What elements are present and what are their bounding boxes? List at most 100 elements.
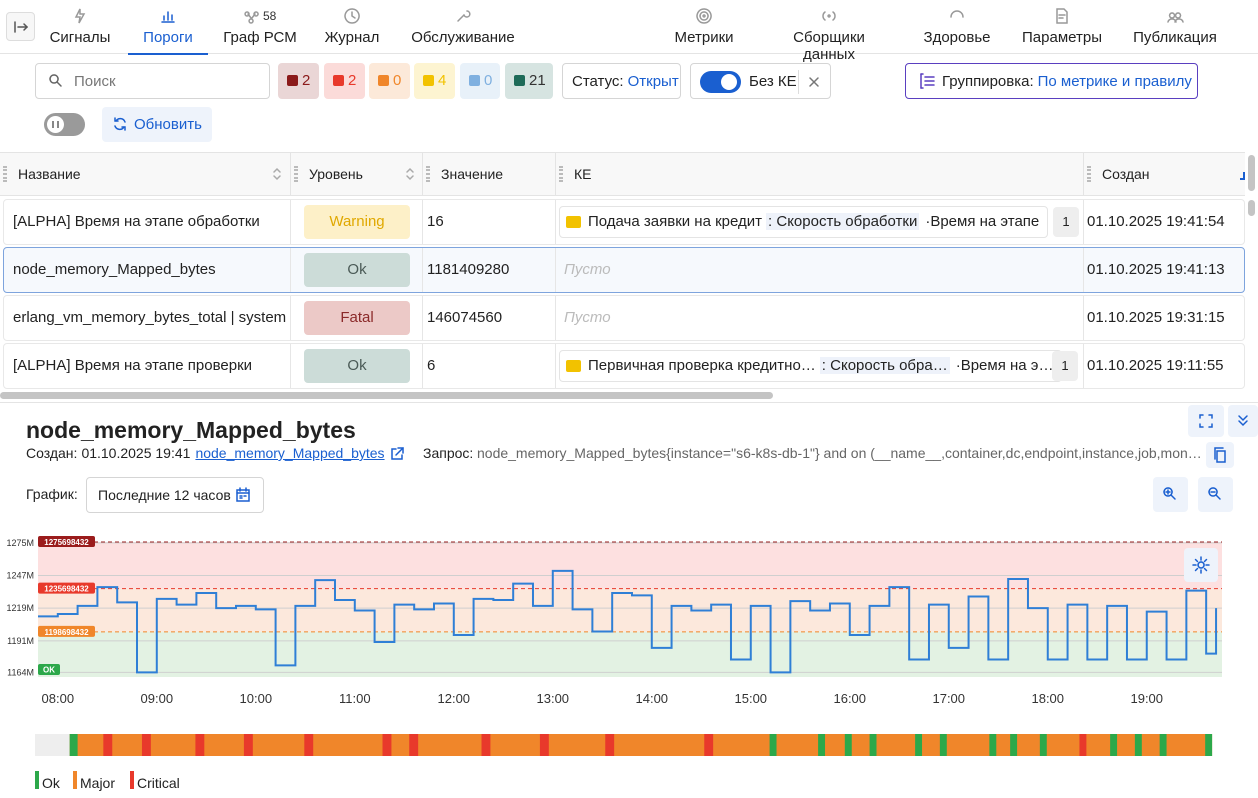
column-header[interactable]: Название xyxy=(0,152,290,196)
grouping-button[interactable]: Группировка:По метрике и правилу xyxy=(905,63,1198,99)
icon-shape xyxy=(1217,451,1225,462)
legend-label: Critical xyxy=(137,775,180,791)
ok-label: OK xyxy=(43,666,55,675)
icon-shape xyxy=(1200,424,1203,427)
cell-divider xyxy=(555,344,556,388)
legend-label: Ok xyxy=(42,775,61,791)
query-label: Запрос: xyxy=(423,445,473,461)
ke-toggle[interactable] xyxy=(700,71,741,93)
drag-handle xyxy=(559,166,563,182)
threshold-band xyxy=(38,632,1222,677)
counter-value: 2 xyxy=(302,72,310,89)
zoom-in-button[interactable] xyxy=(1153,477,1188,512)
ke-item: Подача заявки на кредит xyxy=(588,213,762,230)
nav-tab[interactable]: Обслуживание xyxy=(403,0,523,54)
nav-tab[interactable]: Журнал xyxy=(292,0,412,54)
query-text: node_memory_Mapped_bytes{instance="s6-k8… xyxy=(477,445,1202,461)
icon-shape xyxy=(1198,562,1204,568)
counter-chip[interactable]: 0 xyxy=(460,63,500,99)
cell-divider xyxy=(422,296,423,340)
icon-shape xyxy=(828,15,830,17)
timeline-segment xyxy=(540,734,549,756)
chart-settings-button[interactable] xyxy=(1184,548,1218,582)
nav-tab[interactable]: Сборщики данных xyxy=(769,0,889,54)
icon-shape xyxy=(396,448,403,455)
x-tick-label: 14:00 xyxy=(636,691,669,706)
created-label: Создан: xyxy=(26,445,77,461)
status-value: Открыт xyxy=(628,73,679,90)
cell-value: 6 xyxy=(427,357,435,374)
status-filter[interactable]: Статус:Открыт xyxy=(562,63,681,99)
nav-tab[interactable]: Публикация xyxy=(1115,0,1235,54)
chart: 1164M1191M1219M1247M1275M127569843212356… xyxy=(0,510,1258,798)
timeline-segment xyxy=(103,734,112,756)
drag-handle xyxy=(3,166,7,182)
status-label: Статус: xyxy=(572,73,624,90)
icon xyxy=(111,115,129,133)
icon xyxy=(47,72,65,90)
timeline-segment xyxy=(605,734,614,756)
grouping-label: Группировка: xyxy=(942,73,1034,90)
icon xyxy=(268,165,286,183)
table-row[interactable]: [ALPHA] Время на этапе обработкиWarning1… xyxy=(3,199,1245,245)
drag-handle xyxy=(294,166,298,182)
counter-chip[interactable]: 21 xyxy=(505,63,553,99)
pause-toggle[interactable] xyxy=(44,113,85,136)
counter-chip[interactable]: 0 xyxy=(369,63,410,99)
nav-tab[interactable]: Параметры xyxy=(1002,0,1122,54)
icon-shape xyxy=(237,490,249,501)
nav-tab[interactable]: Метрики xyxy=(644,0,764,54)
column-header[interactable]: КЕ xyxy=(555,152,1083,196)
icon-shape xyxy=(249,19,253,23)
icon xyxy=(234,486,252,504)
column-header[interactable]: Создан xyxy=(1083,152,1245,196)
ke-toggle-group: Без КЕ xyxy=(690,63,831,99)
sort-indicator xyxy=(1240,172,1245,180)
x-tick-label: 16:00 xyxy=(833,691,866,706)
icon xyxy=(1206,485,1224,503)
icon xyxy=(401,165,419,183)
refresh-button[interactable]: Обновить xyxy=(102,107,212,142)
counter-chip[interactable]: 4 xyxy=(414,63,455,99)
icon xyxy=(1211,446,1229,464)
nav-tab-label: Публикация xyxy=(1115,29,1235,46)
table-row[interactable]: erlang_vm_memory_bytes_total | systemFat… xyxy=(3,295,1245,341)
clear-button[interactable] xyxy=(804,72,824,92)
column-title: Создан xyxy=(1102,166,1150,182)
timeline-segment xyxy=(1010,734,1017,756)
counter-value: 21 xyxy=(529,72,546,89)
cell-divider xyxy=(1083,200,1084,244)
cell-created: 01.10.2025 19:11:55 xyxy=(1087,357,1224,374)
copy-button[interactable] xyxy=(1206,442,1234,468)
cell-divider xyxy=(290,296,291,340)
table-row[interactable]: [ALPHA] Время на этапе проверкиOk6Первич… xyxy=(3,343,1245,389)
icon-shape xyxy=(1216,495,1220,499)
table-row[interactable]: node_memory_Mapped_bytesOk1181409280Пуст… xyxy=(3,247,1245,293)
counter-swatch xyxy=(378,75,389,86)
ke-box: Подача заявки на кредит: Скорость обрабо… xyxy=(559,206,1048,238)
period-select[interactable]: Последние 12 часов xyxy=(86,477,264,513)
counter-chip[interactable]: 2 xyxy=(324,63,365,99)
icon xyxy=(159,7,177,25)
icon-shape xyxy=(1209,424,1212,427)
ke-label: ·Время на э… xyxy=(956,357,1054,374)
nav-tab[interactable]: Здоровье xyxy=(897,0,1017,54)
legend-swatch xyxy=(73,771,77,789)
toggle-knob xyxy=(721,74,737,90)
counter-chip[interactable]: 2 xyxy=(278,63,319,99)
nav-tab-label: Обслуживание xyxy=(403,29,523,46)
pause-knob xyxy=(47,116,64,133)
divider xyxy=(798,70,799,94)
column-header[interactable]: Значение xyxy=(422,152,555,196)
column-header[interactable]: Уровень xyxy=(290,152,422,196)
cell-divider xyxy=(555,296,556,340)
icon-shape xyxy=(703,15,705,17)
icon-shape xyxy=(1209,415,1212,418)
collapse-detail-button[interactable] xyxy=(1228,405,1258,437)
metric-link[interactable]: node_memory_Mapped_bytes xyxy=(195,445,384,461)
y-tick-label: 1275M xyxy=(6,538,34,548)
search-placeholder: Поиск xyxy=(74,73,116,90)
fullscreen-button[interactable] xyxy=(1188,405,1224,437)
zoom-out-button[interactable] xyxy=(1198,477,1233,512)
search-box[interactable]: Поиск xyxy=(35,63,270,99)
